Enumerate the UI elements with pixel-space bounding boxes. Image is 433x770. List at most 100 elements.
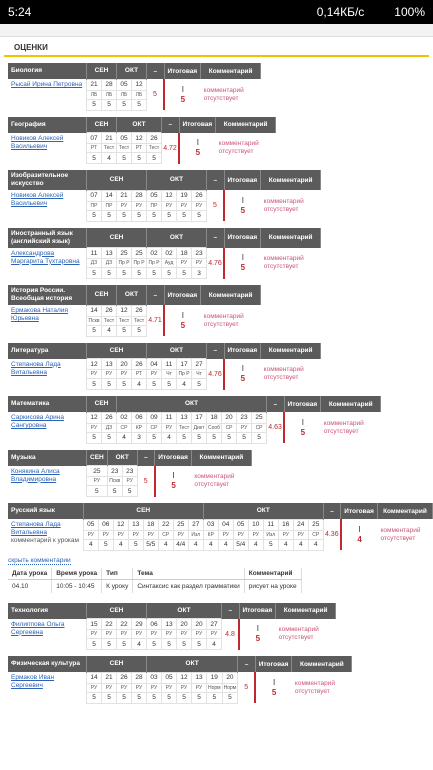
teacher-name[interactable]: Конякина Алиса Владимировна (11, 467, 60, 483)
teacher-name[interactable]: Александрова Маргарита Тухтаровна (11, 249, 80, 265)
lesson-type: РУ (206, 629, 222, 639)
lesson-date: 28 (131, 671, 147, 684)
mark-row: 4 5 4 5 5/5 4 4/4 4 4 4 5/4 4 5 4 4 4 (8, 538, 433, 551)
lesson-mark: 5 (86, 378, 102, 390)
comment: комментарий отсутствует (294, 679, 335, 695)
comment: комментарий отсутствует (380, 526, 421, 542)
lesson-type: РУ (176, 200, 192, 211)
lesson-mark: 5 (86, 209, 102, 222)
lesson-type: ЛБ (101, 89, 117, 100)
teacher-name[interactable]: Ермакова Наталия Юрьевна (11, 307, 68, 322)
column-header: Комментарий (244, 567, 302, 580)
lesson-mark: 5 (262, 538, 279, 551)
average-header: – (323, 503, 342, 519)
teacher-name[interactable]: Рысай Ирина Петровна (11, 81, 83, 88)
comment-row: 04.10 10:05 - 10:45 К уроку Синтаксис как р… (8, 579, 302, 593)
average: 4.8 (221, 618, 240, 650)
final-mark: 5 (180, 320, 186, 330)
average: 4.63 (266, 412, 286, 443)
comment-header: Комментарий (200, 63, 262, 79)
lesson-type: СР (116, 422, 132, 433)
month: СЕН (86, 285, 117, 305)
lesson-type: Пр Р (131, 258, 147, 268)
lesson-type: РУ (127, 529, 144, 540)
lesson-comments-link[interactable]: комментарий к урокам (11, 537, 80, 544)
lesson-date: 06 (131, 411, 147, 424)
final-mark: 5 (240, 374, 246, 383)
final-header: Итоговая (239, 602, 277, 619)
subject-name: Физическая культура (8, 656, 87, 672)
header-row: Музыка СЕН ОКТ – Итоговая Комментарий (8, 449, 252, 466)
column-header: Время урока (51, 567, 103, 580)
lesson-type: ПР (101, 200, 117, 211)
lesson-mark: 5 (161, 638, 177, 650)
teacher: Степанова Лада Витальевна комментарий к у… (8, 519, 83, 550)
lesson-mark: 5 (191, 431, 207, 444)
final-period: I (301, 417, 304, 427)
lesson-type: РУ (86, 369, 102, 379)
final-period: I (241, 364, 244, 373)
comments-table: Дата урока Время урока Тип Тема Комментарий 0… (8, 567, 302, 593)
final-period: I (241, 195, 244, 205)
teacher: Александрова Маргарита Тухтаровна (8, 248, 87, 279)
final-mark: 5 (271, 687, 277, 697)
lesson-date: 21 (101, 671, 117, 684)
average-header: – (137, 449, 156, 466)
lesson-mark: 5 (106, 485, 123, 497)
month: СЕН (86, 342, 147, 359)
teacher-name[interactable]: Саркисова Арина Сангуровна (11, 414, 64, 429)
month: ОКТ (146, 656, 239, 672)
lesson-date: 11 (262, 518, 279, 531)
lesson-type: РУ (161, 422, 177, 433)
lesson-date: 20 (221, 411, 238, 424)
teacher-name[interactable]: Ермаков Иван Сергеевич (11, 674, 55, 689)
average-header: – (206, 170, 225, 190)
teacher-name[interactable]: Новиков Алексей Васильевич (11, 134, 64, 150)
lesson-mark: 5 (116, 324, 132, 337)
comment-cell: рисует на уроке (244, 579, 302, 593)
hide-comments-link[interactable]: скрыть комментарии (8, 556, 71, 565)
final-period: I (181, 84, 184, 94)
lesson-type: Чт (161, 369, 177, 379)
lesson-mark: 5 (101, 691, 117, 704)
teacher-name[interactable]: Степанова Лада Витальевна (11, 521, 61, 536)
lesson-date: 19 (176, 189, 192, 202)
final-header: Итоговая (224, 342, 262, 359)
lesson-mark: 5 (146, 431, 162, 444)
lesson-date: 26 (116, 671, 132, 684)
lesson-date: 26 (101, 411, 117, 424)
lesson-type: РУ (191, 629, 207, 639)
lesson-type: Изл (262, 529, 279, 540)
lesson-mark: 3 (191, 267, 207, 279)
lesson-date: 15 (86, 618, 102, 630)
lesson-mark: 5 (116, 378, 132, 390)
teacher-name[interactable]: Степанова Лада Витальевна (11, 360, 61, 376)
lesson-type: СР (146, 422, 162, 433)
comment-header: Комментарий (260, 170, 322, 190)
lesson-type: РТ (131, 143, 147, 153)
subject-grades: Изобразительное искусство СЕН ОКТ – Итоговая… (8, 170, 322, 222)
month: СЕН (86, 116, 117, 133)
final-header: Итоговая (179, 116, 217, 133)
final-mark: 5 (240, 205, 246, 215)
lesson-date: 20 (116, 358, 132, 370)
lesson-mark: 5 (176, 638, 192, 650)
lesson-date: 12 (176, 671, 192, 684)
lesson-date: 07 (86, 132, 102, 144)
lesson-type: РУ (146, 682, 162, 693)
teacher: Новиков Алексей Васильевич (8, 133, 87, 164)
lesson-type: ПР (86, 200, 102, 211)
lesson-mark: 4 (202, 538, 219, 551)
lesson-type: ДЗ (101, 258, 117, 268)
teacher-name[interactable]: Новиков Алексей Васильевич (11, 192, 64, 207)
comment: комментарий отсутствует (263, 197, 304, 213)
teacher-name[interactable]: Филиппова Ольга Сергеевна (11, 620, 65, 636)
lesson-type: Тест (146, 143, 162, 153)
net-speed: 0,14КБ/с (316, 5, 365, 19)
lesson-type: РУ (97, 529, 114, 540)
final-mark: 4 (357, 534, 362, 544)
